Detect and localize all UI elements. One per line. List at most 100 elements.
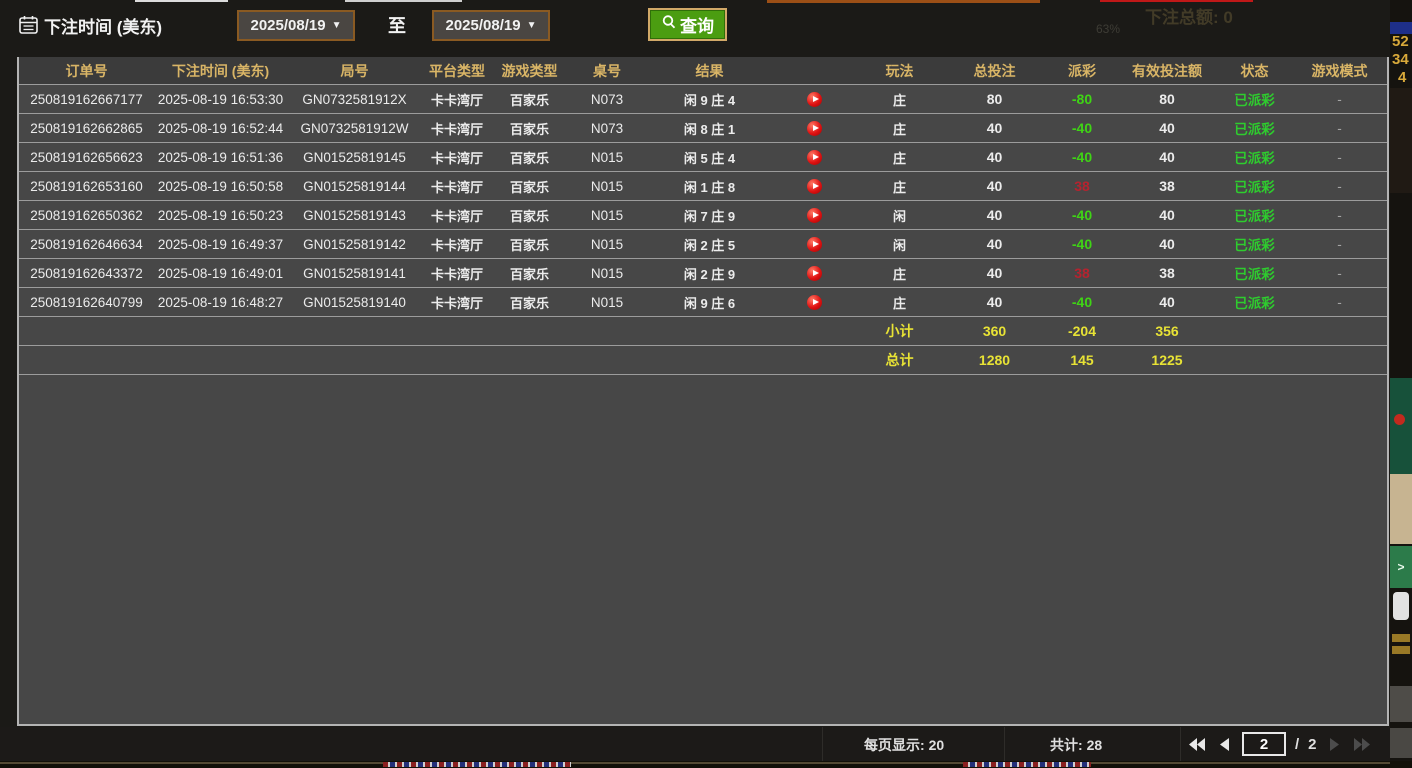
cell-play: 闲	[892, 237, 906, 253]
column-header-icon	[772, 57, 857, 84]
cell-valid_bet: 80	[1159, 91, 1175, 107]
page-number-input[interactable]	[1242, 732, 1286, 756]
last-page-button[interactable]	[1353, 735, 1371, 753]
replay-play-icon[interactable]	[807, 178, 822, 194]
bleed-red-dot	[1394, 414, 1405, 425]
bleed-gold-text	[1392, 646, 1410, 654]
subtotal-row-payout: -204	[1067, 323, 1097, 339]
grand-total-row-order_id	[19, 346, 154, 374]
search-button-label: 查询	[680, 17, 714, 36]
top-artifact-line	[345, 0, 462, 2]
cell-game_mode: -	[1337, 236, 1342, 252]
date-range-separator: 至	[388, 16, 406, 36]
cell-platform: 卡卡湾厅	[430, 150, 483, 166]
column-header-valid_bet: 有效投注额	[1132, 62, 1202, 79]
prev-page-button[interactable]	[1215, 735, 1233, 753]
cell-order_id: 250819162667177	[30, 91, 143, 107]
cell-status: 已派彩	[1234, 209, 1275, 224]
cell-status: 已派彩	[1234, 151, 1275, 166]
cell-valid_bet: 38	[1159, 265, 1175, 281]
replay-play-icon[interactable]	[807, 120, 822, 136]
cell-valid_bet: 40	[1159, 120, 1175, 136]
cell-status: 已派彩	[1234, 267, 1275, 282]
cell-payout: -40	[1071, 207, 1093, 223]
filter-field-label: 下注时间 (美东)	[44, 18, 163, 37]
cell-order_id: 250819162640799	[30, 294, 143, 310]
cell-bet_time: 2025-08-19 16:50:58	[157, 178, 284, 194]
cell-play: 闲	[892, 208, 906, 224]
cell-payout: 38	[1074, 265, 1090, 281]
cell-order_id: 250819162650362	[30, 207, 143, 223]
replay-play-icon[interactable]	[807, 149, 822, 165]
replay-play-icon[interactable]	[807, 294, 822, 310]
search-icon	[661, 14, 677, 35]
cell-result: 闲 2 庄 5	[683, 237, 736, 253]
first-page-button[interactable]	[1188, 735, 1206, 753]
date-to-select[interactable]: 2025/08/19 ▼	[432, 10, 550, 41]
grand-total-row-valid_bet: 1225	[1151, 352, 1183, 368]
cell-bet_time: 2025-08-19 16:53:30	[157, 91, 284, 107]
cell-icon	[772, 230, 857, 258]
top-artifact-line	[767, 0, 1040, 3]
subtotal-row-total_bet: 360	[982, 323, 1007, 339]
column-header-payout: 派彩	[1068, 62, 1096, 79]
table-row: 250819162643372 2025-08-19 16:49:01 GN0152…	[19, 259, 1387, 288]
table-row: 250819162650362 2025-08-19 16:50:23 GN0152…	[19, 201, 1387, 230]
bleed-number: 52	[1392, 33, 1409, 50]
grand-total-row-icon	[772, 346, 857, 374]
table-row: 250819162662865 2025-08-19 16:52:44 GN0732…	[19, 114, 1387, 143]
cell-table_no: N073	[590, 120, 624, 136]
next-page-button[interactable]	[1326, 735, 1344, 753]
subtotal-row-game_type	[492, 317, 567, 345]
cell-table_no: N015	[590, 178, 624, 194]
cell-play: 庄	[892, 179, 906, 195]
replay-play-icon[interactable]	[807, 265, 822, 281]
cell-round_id: GN01525819143	[303, 207, 406, 223]
cell-game_mode: -	[1337, 207, 1342, 223]
cell-bet_time: 2025-08-19 16:49:37	[157, 236, 284, 252]
subtotal-row-play: 小计	[885, 323, 914, 339]
column-header-order_id: 订单号	[65, 62, 108, 79]
cell-payout: -40	[1071, 120, 1093, 136]
table-row: 250819162646634 2025-08-19 16:49:37 GN0152…	[19, 230, 1387, 259]
cell-icon	[772, 172, 857, 200]
cell-game_mode: -	[1337, 120, 1342, 136]
date-from-value: 2025/08/19	[250, 17, 326, 34]
subtotal-row-table_no	[567, 317, 647, 345]
cell-payout: -40	[1071, 236, 1093, 252]
bleed-photo-fragment	[1390, 88, 1412, 193]
replay-play-icon[interactable]	[807, 207, 822, 223]
search-button[interactable]: 查询	[648, 8, 727, 41]
cell-valid_bet: 40	[1159, 236, 1175, 252]
column-header-result: 结果	[695, 62, 724, 79]
cell-round_id: GN01525819145	[303, 149, 406, 165]
cell-status: 已派彩	[1234, 238, 1275, 253]
cell-valid_bet: 40	[1159, 294, 1175, 310]
total-pages-label: 2	[1308, 735, 1317, 753]
divider	[1004, 727, 1005, 761]
replay-play-icon[interactable]	[807, 91, 822, 107]
cell-game_type: 百家乐	[509, 237, 549, 253]
cell-status: 已派彩	[1234, 180, 1275, 195]
column-header-game_mode: 游戏模式	[1311, 62, 1368, 79]
cell-payout: -40	[1071, 149, 1093, 165]
replay-play-icon[interactable]	[807, 236, 822, 252]
bottom-tan-line	[0, 762, 1390, 764]
cell-result: 闲 2 庄 9	[683, 266, 736, 282]
cell-icon	[772, 201, 857, 229]
grand-total-row-payout: 145	[1070, 352, 1094, 368]
subtotal-row-order_id	[19, 317, 154, 345]
bleed-dash-pattern	[963, 762, 1091, 767]
cell-order_id: 250819162653160	[30, 178, 143, 194]
date-from-select[interactable]: 2025/08/19 ▼	[237, 10, 355, 41]
column-header-status: 状态	[1240, 62, 1269, 79]
cell-icon	[772, 143, 857, 171]
cell-game_mode: -	[1337, 178, 1342, 194]
grand-total-row-status	[1217, 346, 1292, 374]
bleed-table-felt	[1390, 378, 1412, 474]
bleed-gold-text	[1392, 634, 1410, 642]
grand-total-row-table_no	[567, 346, 647, 374]
cell-round_id: GN01525819140	[303, 294, 406, 310]
cell-valid_bet: 40	[1159, 207, 1175, 223]
cell-table_no: N015	[590, 294, 624, 310]
